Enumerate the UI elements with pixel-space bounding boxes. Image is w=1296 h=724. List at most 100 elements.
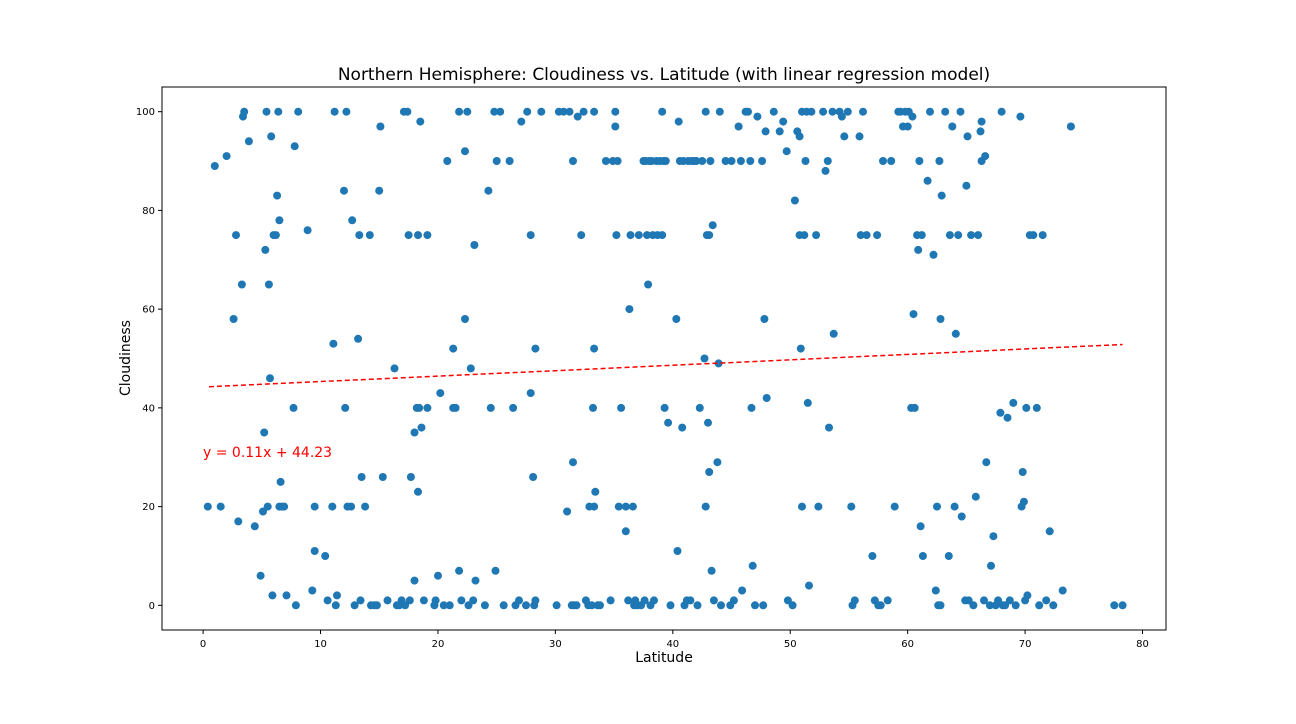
data-point (499, 601, 508, 610)
data-point (569, 157, 577, 165)
data-point (700, 354, 709, 363)
data-point (222, 152, 231, 161)
data-point (537, 107, 546, 116)
data-point (531, 344, 540, 353)
x-tick-label: 80 (1136, 639, 1149, 650)
data-point (268, 591, 277, 600)
y-tick-label: 20 (142, 502, 155, 513)
data-point (1023, 591, 1032, 600)
data-point (840, 132, 849, 141)
data-point (987, 561, 995, 570)
data-point (916, 522, 925, 531)
data-point (644, 280, 653, 289)
x-tick-label: 0 (200, 639, 206, 650)
y-axis-ticks: 0 20 40 60 80 100 (136, 107, 162, 612)
data-point (451, 403, 460, 412)
data-point (758, 157, 767, 165)
data-point (445, 601, 454, 610)
data-point (463, 107, 472, 116)
data-point (903, 122, 912, 131)
data-point (376, 122, 385, 131)
data-point (713, 458, 722, 467)
data-point (262, 107, 271, 116)
data-point (361, 502, 370, 511)
data-point (788, 601, 797, 610)
data-point (747, 403, 756, 412)
data-point (658, 231, 667, 240)
data-point (666, 601, 675, 610)
data-point (621, 502, 630, 511)
data-point (1066, 122, 1075, 131)
data-point (856, 231, 865, 240)
x-tick-label: 20 (432, 639, 445, 650)
data-point (406, 473, 415, 481)
data-point (276, 477, 285, 486)
data-point (923, 176, 932, 185)
data-point (1029, 231, 1038, 240)
data-point (414, 487, 422, 496)
data-point (692, 157, 701, 165)
data-point (274, 107, 283, 116)
data-point (746, 157, 755, 165)
data-point (650, 596, 658, 605)
data-point (1009, 398, 1018, 407)
data-point (294, 107, 303, 116)
data-point (240, 107, 249, 116)
data-point (935, 157, 944, 165)
data-point (759, 601, 768, 610)
data-point (273, 191, 282, 200)
data-point (290, 142, 299, 151)
data-point (466, 364, 475, 373)
data-point (263, 502, 272, 511)
data-point (847, 502, 856, 511)
data-point (416, 117, 425, 126)
data-point (572, 601, 581, 610)
data-point (611, 107, 620, 116)
data-point (577, 231, 586, 240)
data-point (526, 389, 535, 398)
data-point (565, 107, 574, 116)
data-point (431, 596, 440, 605)
points-layer (203, 107, 1127, 610)
data-point (1016, 112, 1025, 121)
data-point (1049, 601, 1058, 610)
x-tick-label: 70 (1019, 639, 1032, 650)
data-point (941, 107, 950, 116)
data-point (748, 561, 757, 570)
y-tick-label: 60 (142, 305, 155, 316)
x-tick-label: 30 (549, 639, 562, 650)
y-tick-label: 0 (149, 601, 155, 612)
data-point (434, 571, 442, 580)
data-point (590, 344, 599, 353)
data-point (303, 226, 312, 235)
data-point (1005, 596, 1014, 605)
data-point (673, 547, 682, 555)
x-axis-ticks: 0 10 20 30 40 50 60 70 80 (200, 630, 1149, 650)
data-point (695, 403, 704, 412)
data-point (310, 502, 319, 511)
data-point (250, 522, 259, 531)
data-point (910, 403, 919, 412)
y-tick-label: 40 (142, 403, 155, 414)
data-point (611, 122, 620, 131)
data-point (461, 147, 469, 156)
data-point (971, 492, 980, 501)
data-point (210, 162, 219, 170)
data-point (601, 157, 610, 165)
data-point (354, 334, 363, 343)
data-point (686, 596, 695, 605)
data-point (443, 157, 452, 165)
data-point (203, 502, 212, 511)
data-point (887, 157, 896, 165)
data-point (330, 107, 339, 116)
data-point (727, 157, 736, 165)
data-point (261, 245, 270, 254)
data-point (613, 157, 622, 165)
data-point (914, 245, 923, 254)
data-point (260, 428, 269, 437)
data-point (469, 596, 478, 605)
data-point (341, 403, 350, 412)
data-point (823, 157, 832, 165)
data-point (1035, 601, 1044, 610)
